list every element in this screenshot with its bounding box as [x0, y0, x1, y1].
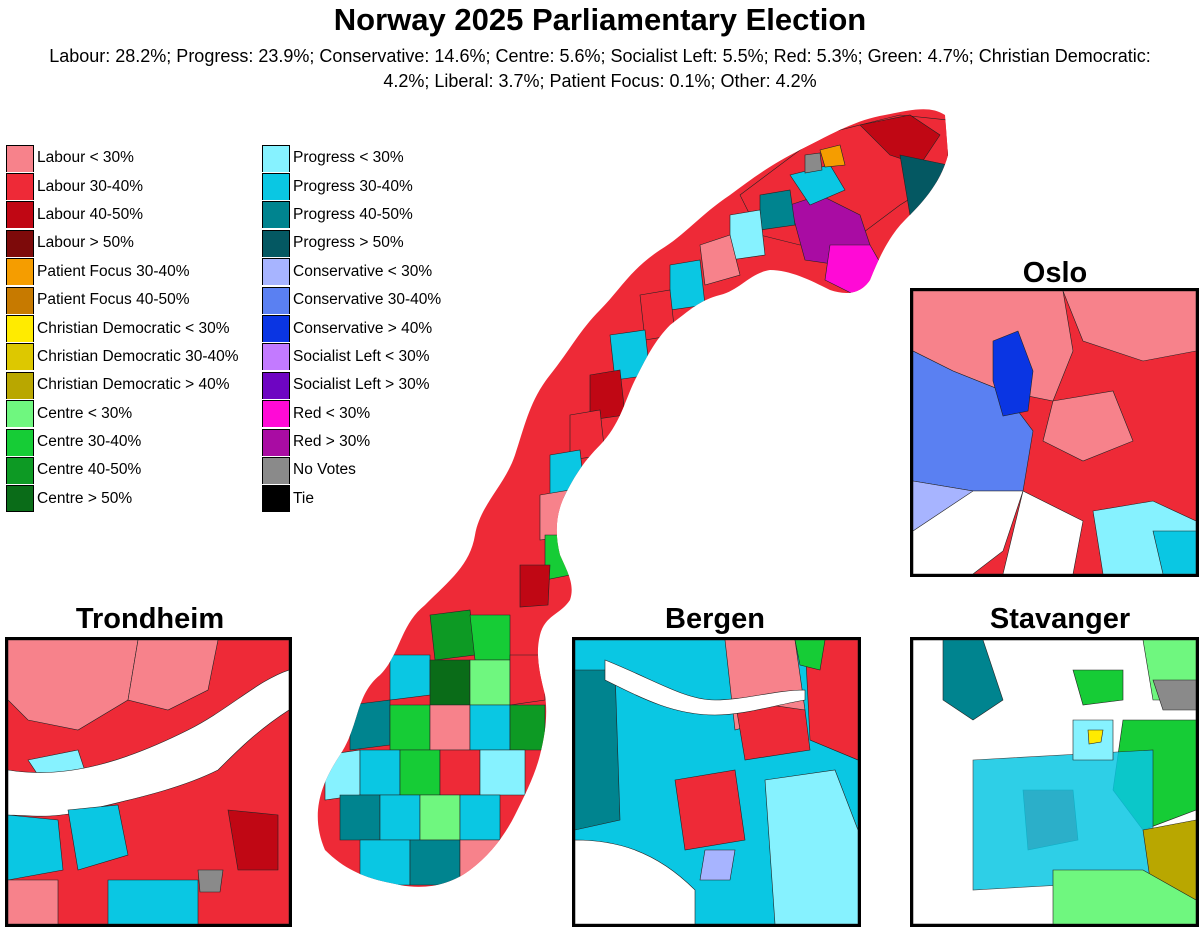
legend-swatch: [262, 371, 290, 399]
legend-swatch: [262, 258, 290, 286]
legend-swatch: [262, 428, 290, 456]
legend-swatch: [6, 258, 34, 286]
legend-swatch: [6, 400, 34, 428]
legend-item: No Votes: [262, 456, 441, 484]
legend-label: Conservative < 30%: [293, 262, 433, 280]
stavanger-inset-map: [910, 637, 1199, 927]
legend-swatch: [262, 229, 290, 257]
legend-item: Centre 40-50%: [6, 456, 239, 484]
legend-swatch: [262, 456, 290, 484]
legend-item: Conservative > 40%: [262, 314, 441, 343]
legend-item: Progress 40-50%: [262, 201, 441, 229]
legend-item: Red > 30%: [262, 428, 441, 456]
legend-label: Progress < 30%: [293, 149, 404, 167]
legend-swatch: [6, 229, 34, 257]
legend-item: Tie: [262, 485, 441, 513]
map-subtitle: Labour: 28.2%; Progress: 23.9%; Conserva…: [49, 46, 1151, 91]
legend-swatch: [6, 286, 34, 314]
legend-label: Centre 40-50%: [37, 461, 142, 479]
legend-swatch: [262, 201, 290, 229]
legend-item: Labour > 50%: [6, 229, 239, 257]
legend-label: Centre 30-40%: [37, 433, 142, 451]
legend-label: Progress 40-50%: [293, 205, 413, 223]
legend-label: Conservative 30-40%: [293, 291, 442, 309]
bergen-inset-title: Bergen: [665, 603, 765, 635]
legend-item: Patient Focus 40-50%: [6, 286, 239, 314]
legend-label: Labour 30-40%: [37, 177, 143, 195]
legend-label: Christian Democratic > 40%: [37, 376, 230, 394]
legend-item: Patient Focus 30-40%: [6, 258, 239, 286]
legend-label: Labour < 30%: [37, 149, 134, 167]
legend-label: Patient Focus 40-50%: [37, 291, 190, 309]
legend-label: Progress 30-40%: [293, 177, 413, 195]
legend-swatch: [6, 201, 34, 229]
stavanger-inset-title: Stavanger: [989, 603, 1131, 635]
legend-swatch: [262, 144, 290, 172]
legend-swatch: [262, 400, 290, 428]
legend-label: Christian Democratic 30-40%: [37, 347, 239, 365]
legend-swatch: [262, 315, 290, 343]
bergen-inset-map: [572, 637, 861, 927]
legend-label: Conservative > 40%: [293, 319, 433, 337]
oslo-inset-title: Oslo: [1022, 257, 1088, 289]
legend-item: Christian Democratic < 30%: [6, 314, 239, 343]
legend-item: Labour 40-50%: [6, 201, 239, 229]
legend-item: Christian Democratic 30-40%: [6, 343, 239, 371]
legend-swatch: [262, 286, 290, 314]
legend-item: Labour < 30%: [6, 144, 239, 172]
legend-label: Progress > 50%: [293, 234, 404, 252]
legend-label: Centre < 30%: [37, 404, 133, 422]
legend-label: Labour > 50%: [37, 234, 134, 252]
map-title: Norway 2025 Parliamentary Election: [333, 2, 867, 37]
legend-item: Centre 30-40%: [6, 428, 239, 456]
legend-item: Socialist Left < 30%: [262, 343, 441, 371]
legend-item: Conservative < 30%: [262, 258, 441, 286]
legend-swatch: [262, 485, 290, 513]
legend-item: Centre > 50%: [6, 485, 239, 513]
legend-swatch: [6, 315, 34, 343]
legend-label: Tie: [293, 489, 314, 507]
oslo-inset-map: [910, 288, 1199, 577]
legend-swatch: [6, 343, 34, 371]
legend-swatch: [6, 485, 34, 513]
legend-label: Centre > 50%: [37, 489, 133, 507]
legend-item: Progress 30-40%: [262, 172, 441, 201]
legend-item: Socialist Left > 30%: [262, 371, 441, 399]
legend-label: Socialist Left > 30%: [293, 376, 430, 394]
trondheim-inset-title: Trondheim: [75, 603, 225, 635]
legend-label: Christian Democratic < 30%: [37, 319, 230, 337]
legend-label: Red < 30%: [293, 404, 371, 422]
legend-item: Centre < 30%: [6, 400, 239, 428]
legend-label: Patient Focus 30-40%: [37, 262, 190, 280]
legend-left: Labour < 30% Labour 30-40% Labour 40-50% La…: [6, 144, 239, 513]
legend-label: No Votes: [293, 461, 356, 479]
legend-swatch: [6, 371, 34, 399]
legend-item: Christian Democratic > 40%: [6, 371, 239, 399]
legend-label: Socialist Left < 30%: [293, 347, 430, 365]
legend-swatch: [6, 428, 34, 456]
legend-label: Labour 40-50%: [37, 205, 143, 223]
legend-swatch: [6, 173, 34, 201]
legend-swatch: [6, 456, 34, 484]
trondheim-inset-map: [5, 637, 292, 927]
legend-swatch: [6, 144, 34, 172]
legend-item: Progress > 50%: [262, 229, 441, 257]
legend-label: Red > 30%: [293, 433, 371, 451]
legend-item: Progress < 30%: [262, 144, 441, 172]
legend-item: Labour 30-40%: [6, 172, 239, 201]
legend-swatch: [262, 173, 290, 201]
legend-swatch: [262, 343, 290, 371]
legend-right: Progress < 30% Progress 30-40% Progress 40…: [262, 144, 441, 513]
legend-item: Red < 30%: [262, 400, 441, 428]
legend-item: Conservative 30-40%: [262, 286, 441, 314]
